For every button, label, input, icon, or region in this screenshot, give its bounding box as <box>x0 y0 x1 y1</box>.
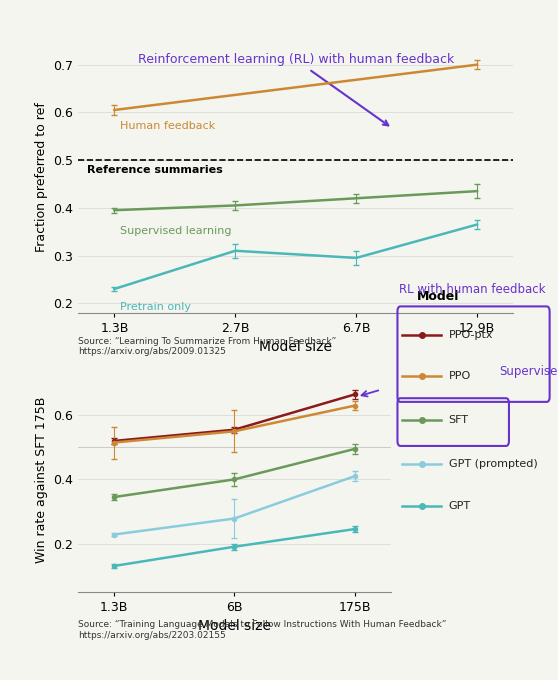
Text: Pretrain only: Pretrain only <box>121 303 191 312</box>
X-axis label: Model size: Model size <box>259 341 332 354</box>
Text: Supervised: Supervised <box>499 365 558 379</box>
Text: Reference summaries: Reference summaries <box>87 165 223 175</box>
Text: GPT (prompted): GPT (prompted) <box>449 459 537 469</box>
Text: PPO-ptx: PPO-ptx <box>449 330 493 339</box>
X-axis label: Model size: Model size <box>198 619 271 633</box>
Text: RL with human feedback: RL with human feedback <box>399 282 546 296</box>
Y-axis label: Fraction preferred to ref: Fraction preferred to ref <box>35 102 47 252</box>
Text: PPO: PPO <box>449 371 471 381</box>
Text: Model: Model <box>417 290 459 303</box>
Text: GPT: GPT <box>449 501 471 511</box>
Text: Human feedback: Human feedback <box>121 121 216 131</box>
Text: SFT: SFT <box>449 415 469 425</box>
Text: Reinforcement learning (RL) with human feedback: Reinforcement learning (RL) with human f… <box>138 53 454 125</box>
Text: Supervised learning: Supervised learning <box>121 226 232 236</box>
Text: Source: “Learning To Summarize From Human Feedback”
https://arxiv.org/abs/2009.0: Source: “Learning To Summarize From Huma… <box>78 337 336 356</box>
Y-axis label: Win rate against SFT 175B: Win rate against SFT 175B <box>35 396 48 562</box>
Text: Source: “Training Language Models to Follow Instructions With Human Feedback”
ht: Source: “Training Language Models to Fol… <box>78 620 446 640</box>
